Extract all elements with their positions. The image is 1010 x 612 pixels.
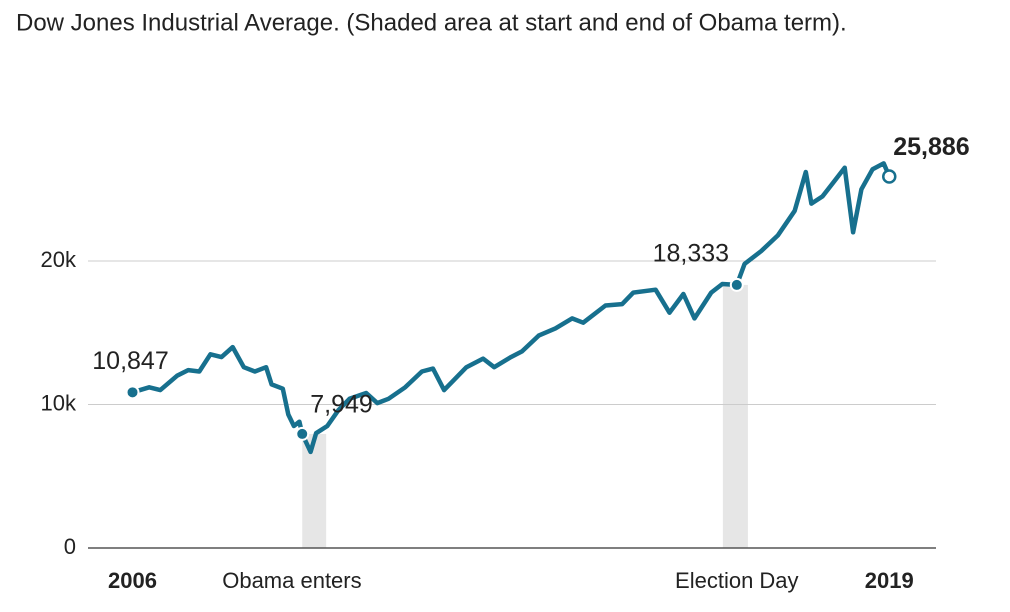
y-tick-label: 20k <box>41 247 77 272</box>
y-tick-label: 0 <box>64 534 76 559</box>
annotation-label: 25,886 <box>893 133 969 161</box>
annotation-dot <box>882 169 897 184</box>
shaded-period <box>722 284 748 548</box>
x-tick-label: 2019 <box>865 568 914 593</box>
annotation-label: 10,847 <box>92 347 168 375</box>
annotation-dot <box>295 426 310 441</box>
line <box>131 161 892 455</box>
x-tick-label: Election Day <box>675 568 799 593</box>
chart-title: Dow Jones Industrial Average. (Shaded ar… <box>16 9 847 36</box>
annotation-label: 18,333 <box>653 240 729 268</box>
x-tick-label: 2006 <box>108 568 157 593</box>
y-tick-label: 10k <box>41 390 77 415</box>
shaded-period <box>302 433 327 548</box>
x-tick-label: Obama enters <box>222 568 361 593</box>
annotation-dot <box>729 277 744 292</box>
annotation-label: 7,949 <box>310 391 373 419</box>
annotation-dot <box>125 385 140 400</box>
